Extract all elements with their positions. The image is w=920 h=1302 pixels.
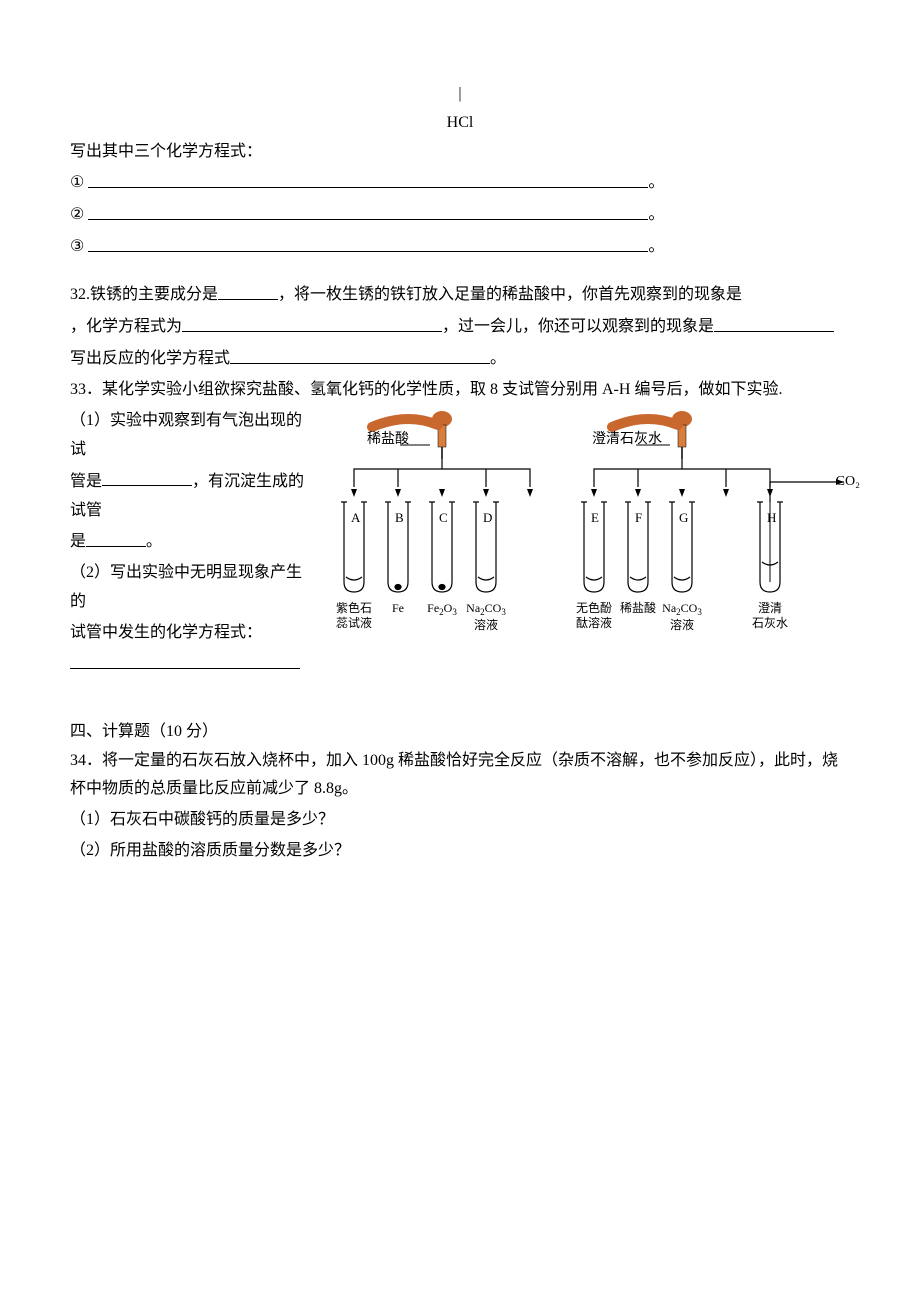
q32-line3: 写出反应的化学方程式 。 bbox=[70, 344, 850, 374]
tube-d: D bbox=[473, 502, 499, 592]
q32-end: 。 bbox=[490, 351, 506, 368]
svg-text:紫色石: 紫色石 bbox=[336, 601, 372, 615]
svg-text:F: F bbox=[635, 510, 642, 525]
blank-line bbox=[218, 280, 278, 299]
svg-text:澄清: 澄清 bbox=[758, 600, 782, 615]
experiment-diagram: 稀盐酸 澄清石灰水 A B C bbox=[322, 407, 852, 667]
tube-c: C bbox=[429, 502, 455, 592]
blank-line bbox=[714, 312, 834, 331]
svg-text:溶液: 溶液 bbox=[474, 617, 498, 632]
q34-heading: 四、计算题（10 分） bbox=[70, 718, 850, 747]
svg-text:C: C bbox=[439, 510, 448, 525]
tube-e: E bbox=[581, 502, 607, 592]
co2-label: CO₂ bbox=[836, 469, 860, 494]
tubes-group: A B C D E F G H bbox=[341, 479, 844, 592]
q33-p2b: 试管中发生的化学方程式： bbox=[70, 619, 310, 648]
svg-text:A: A bbox=[351, 510, 361, 525]
svg-text:Na2CO3: Na2CO3 bbox=[466, 601, 506, 617]
q33-p1b: 管是 bbox=[70, 473, 102, 490]
q31-item2: ② bbox=[70, 207, 84, 224]
q32-prefix: 32.铁锈的主要成分是 bbox=[70, 287, 218, 304]
q34-q1: （1）石灰石中碳酸钙的质量是多少？ bbox=[70, 806, 850, 835]
svg-text:蕊试液: 蕊试液 bbox=[336, 615, 372, 630]
blank-line bbox=[70, 650, 300, 669]
period: 。 bbox=[648, 207, 664, 224]
svg-text:溶液: 溶液 bbox=[670, 617, 694, 632]
q31-item3: ③ bbox=[70, 239, 84, 256]
q33-p1d-row: 是。 bbox=[70, 527, 310, 557]
q33-figure: CO₂ 稀盐酸 澄清石灰水 bbox=[322, 407, 852, 682]
svg-text:Fe: Fe bbox=[392, 601, 404, 615]
tube-a: A bbox=[341, 502, 367, 592]
q32-line2: ，化学方程式为 ，过一会儿，你还可以观察到的现象是 bbox=[70, 312, 850, 342]
tube-g: G bbox=[669, 502, 695, 592]
q31-item3-row: ③ 。 bbox=[70, 232, 850, 262]
svg-text:石灰水: 石灰水 bbox=[752, 616, 788, 630]
q31-item2-row: ② 。 bbox=[70, 200, 850, 230]
q32-line1: 32.铁锈的主要成分是 ，将一枚生锈的铁钉放入足量的稀盐酸中，你首先观察到的现象是 bbox=[70, 280, 850, 310]
blank-line bbox=[86, 527, 146, 546]
q33-p1a: （1）实验中观察到有气泡出现的试 bbox=[70, 407, 310, 465]
svg-text:稀盐酸: 稀盐酸 bbox=[620, 600, 656, 615]
arrows-icon bbox=[351, 489, 773, 497]
svg-text:无色酚: 无色酚 bbox=[576, 601, 612, 615]
q33-layout: （1）实验中观察到有气泡出现的试 管是，有沉淀生成的试管 是。 （2）写出实验中… bbox=[70, 407, 850, 682]
q33-p1e: 。 bbox=[146, 534, 162, 551]
q34-intro: 34．将一定量的石灰石放入烧杯中，加入 100g 稀盐酸恰好完全反应（杂质不溶解… bbox=[70, 747, 850, 805]
svg-text:G: G bbox=[679, 510, 688, 525]
blank-line bbox=[88, 232, 648, 251]
q33-p1d: 是 bbox=[70, 534, 86, 551]
header-pipe: | bbox=[70, 80, 850, 109]
q31-item1: ① bbox=[70, 175, 84, 192]
tube-h: H bbox=[757, 502, 783, 592]
header-hcl: HCl bbox=[70, 109, 850, 138]
q33-p2a: （2）写出实验中无明显现象产生的 bbox=[70, 559, 310, 617]
q34-q2: （2）所用盐酸的溶质质量分数是多少？ bbox=[70, 837, 850, 866]
tube-f: F bbox=[625, 502, 651, 592]
q32-mid2: ，化学方程式为 bbox=[70, 319, 182, 336]
q32-mid1: ，将一枚生锈的铁钉放入足量的稀盐酸中，你首先观察到的现象是 bbox=[278, 287, 742, 304]
q33-p1b-row: 管是，有沉淀生成的试管 bbox=[70, 467, 310, 526]
tube-labels-group: 紫色石蕊试液 Fe Fe2O3 Na2CO3溶液 无色酚酞溶液 稀盐酸 Na2C… bbox=[336, 600, 788, 632]
svg-text:H: H bbox=[767, 510, 776, 525]
blank-line bbox=[102, 467, 192, 486]
q33-text: （1）实验中观察到有气泡出现的试 管是，有沉淀生成的试管 是。 （2）写出实验中… bbox=[70, 407, 310, 682]
svg-text:酞溶液: 酞溶液 bbox=[576, 615, 612, 630]
svg-text:E: E bbox=[591, 510, 599, 525]
period: 。 bbox=[648, 239, 664, 256]
blank-line bbox=[88, 168, 648, 187]
q33-intro: 33．某化学实验小组欲探究盐酸、氢氧化钙的化学性质，取 8 支试管分别用 A-H… bbox=[70, 376, 850, 405]
blank-line bbox=[88, 200, 648, 219]
q31-intro: 写出其中三个化学方程式： bbox=[70, 138, 850, 167]
blank-line bbox=[230, 344, 490, 363]
period: 。 bbox=[648, 175, 664, 192]
svg-text:Na2CO3: Na2CO3 bbox=[662, 601, 702, 617]
svg-text:B: B bbox=[395, 510, 404, 525]
svg-text:D: D bbox=[483, 510, 492, 525]
q32-mid3: ，过一会儿，你还可以观察到的现象是 bbox=[442, 319, 714, 336]
q31-item1-row: ① 。 bbox=[70, 168, 850, 198]
blank-line bbox=[182, 312, 442, 331]
q32-mid4: 写出反应的化学方程式 bbox=[70, 351, 230, 368]
svg-text:Fe2O3: Fe2O3 bbox=[427, 601, 457, 617]
tube-b: B bbox=[385, 502, 411, 592]
